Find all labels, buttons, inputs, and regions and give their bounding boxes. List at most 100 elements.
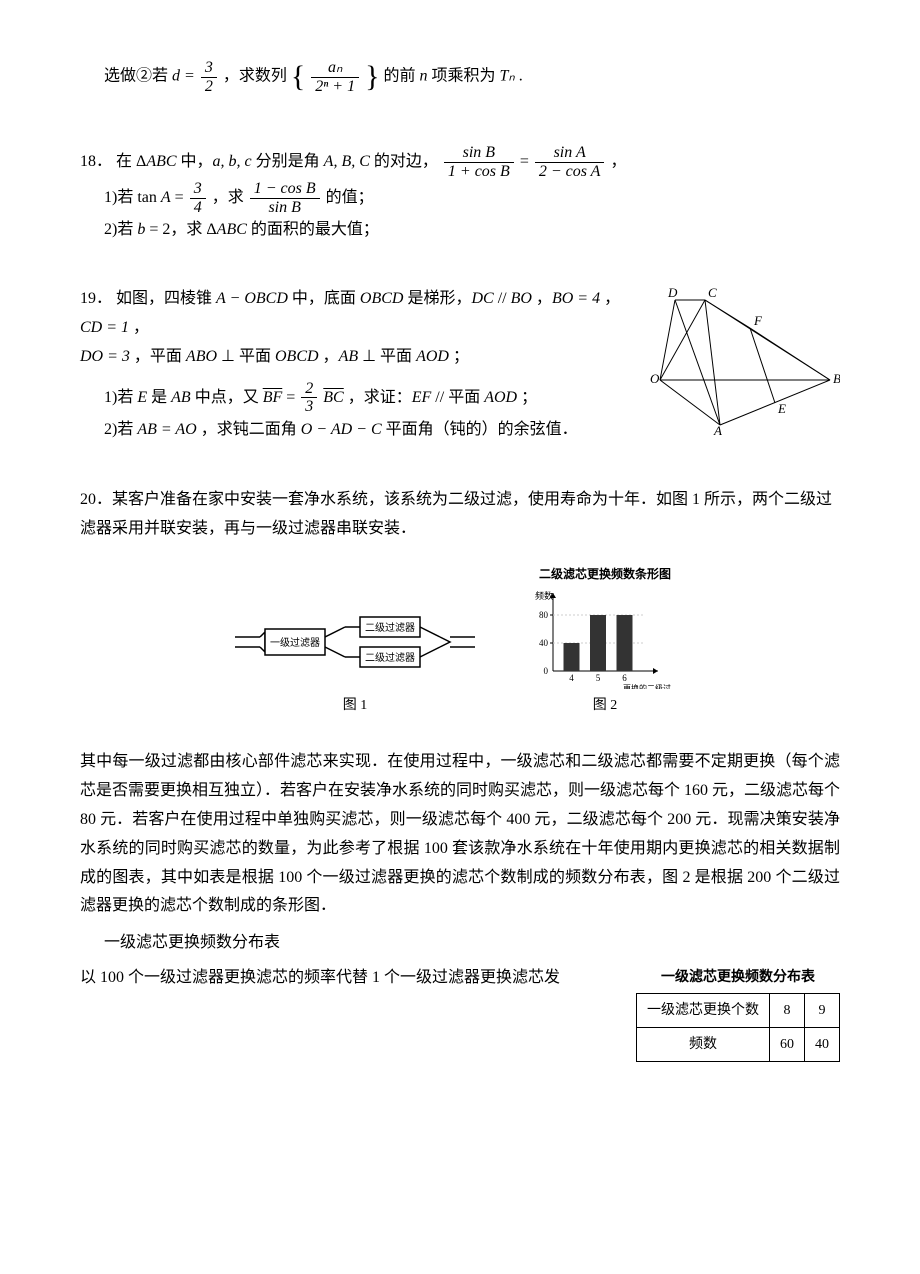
q19: 19． 如图，四棱锥 A − OBCD 中，底面 OBCD 是梯形，DC // … [80, 285, 840, 446]
freq-table-wrap: 一级滤芯更换频数分布表 一级滤芯更换个数 8 9 频数 60 40 [636, 964, 840, 1063]
pyramid-diagram-icon: D C F O B A E [650, 285, 840, 435]
AOD2: AOD [484, 388, 517, 405]
text: = 2，求 Δ [149, 221, 216, 238]
text: ，求证： [348, 388, 412, 405]
svg-text:6: 6 [622, 673, 627, 683]
td: 40 [805, 1028, 840, 1062]
text: ， [133, 319, 149, 336]
text: 在 Δ [116, 153, 146, 170]
text: ，求钝二面角 [201, 421, 301, 438]
ABC: ABC [217, 221, 247, 238]
svg-text:5: 5 [596, 673, 601, 683]
q18-2: 2)若 b = 2，求 ΔABC 的面积的最大值； [104, 216, 840, 245]
table-caption-line: 一级滤芯更换频数分布表 [104, 929, 840, 958]
svg-text:4: 4 [569, 673, 574, 683]
q18-1: 1)若 tan A = 3 4 ，求 1 − cos B sin B 的值； [104, 180, 840, 216]
text: ； [453, 348, 469, 365]
vec-BF: BF [263, 388, 283, 405]
frac2: sin A 2 − cos A [535, 144, 605, 180]
q19-stem1: 19． 如图，四棱锥 A − OBCD 中，底面 OBCD 是梯形，DC // … [80, 285, 640, 343]
text: ； [521, 388, 537, 405]
frac23: 2 3 [301, 380, 317, 416]
table-row: 一级滤芯更换个数 8 9 [637, 994, 840, 1028]
ABC: ABC [146, 153, 176, 170]
lbl-B: B [833, 371, 840, 386]
AB: AB [339, 348, 359, 365]
table-row: 频数 60 40 [637, 1028, 840, 1062]
abc: a, b, c [213, 153, 252, 170]
text: 中，底面 [292, 290, 360, 307]
eq: = [175, 189, 188, 206]
text: 平面角（钝的）的余弦值． [386, 421, 578, 438]
lbl-E: E [777, 401, 786, 416]
q19-stem2: DO = 3 ，平面 ABO ⊥ 平面 OBCD ，AB ⊥ 平面 AOD ； [80, 343, 640, 372]
q20-p2: 其中每一级过滤都由核心部件滤芯来实现．在使用过程中，一级滤芯和二级滤芯都需要不定… [80, 748, 840, 921]
A: A [161, 189, 171, 206]
th: 9 [805, 994, 840, 1028]
lbl-D: D [667, 285, 678, 300]
lbl-l1: 一级过滤器 [270, 636, 320, 649]
lbl-l2a: 二级过滤器 [365, 621, 415, 634]
bar-chart-icon: 40800456频数更换的二级过滤器滤芯个数 [525, 589, 685, 689]
td: 频数 [637, 1028, 770, 1062]
lbl-l2b: 二级过滤器 [365, 651, 415, 664]
DO: DO = 3 [80, 348, 130, 365]
q17b: 选做②若 d = 3 2 ，求数列 { aₙ 2ⁿ + 1 } 的前 n 项乘积… [104, 50, 840, 104]
DC: DC [471, 290, 493, 307]
text: 是 [151, 388, 171, 405]
text: 平面 [239, 348, 275, 365]
text: 是梯形， [407, 290, 471, 307]
ABC2: A, B, C [324, 153, 370, 170]
text: 如图，四棱锥 [116, 290, 216, 307]
eq: = [520, 153, 533, 170]
q18: 18． 在 ΔABC 中，a, b, c 分别是角 A, B, C 的对边， s… [80, 144, 840, 245]
lbl-O: O [650, 371, 660, 386]
OBCD: OBCD [360, 290, 404, 307]
text: ， [604, 290, 620, 307]
th: 8 [770, 994, 805, 1028]
text: 中点，又 [195, 388, 263, 405]
freq-table: 一级滤芯更换个数 8 9 频数 60 40 [636, 993, 840, 1062]
text: 某客户准备在家中安装一套净水系统，该系统为二级过滤，使用寿命为十年．如图 1 所… [80, 491, 832, 537]
text: 2)若 [104, 221, 137, 238]
q20: 20．某客户准备在家中安装一套净水系统，该系统为二级过滤，使用寿命为十年．如图 … [80, 486, 840, 1063]
q20-p1: 20．某客户准备在家中安装一套净水系统，该系统为二级过滤，使用寿命为十年．如图 … [80, 486, 840, 544]
text: 的值； [326, 189, 374, 206]
text: ，求数列 [223, 68, 287, 85]
qnum: 19． [80, 290, 112, 307]
OBCD2: OBCD [275, 348, 319, 365]
rbrace: } [365, 60, 379, 93]
BO: BO [511, 290, 532, 307]
text: 选做②若 [104, 68, 172, 85]
q20-figures: 一级过滤器 二级过滤器 二级过滤器 图 1 二级滤芯更换频数条形图 408004… [80, 564, 840, 719]
lbl-A: A [713, 423, 722, 435]
text: 平面 [380, 348, 416, 365]
frac-seq: aₙ 2ⁿ + 1 [311, 59, 359, 95]
text: 的前 [383, 68, 419, 85]
vec-BC: BC [323, 388, 343, 405]
q18-stem: 18． 在 ΔABC 中，a, b, c 分别是角 A, B, C 的对边， s… [80, 144, 840, 180]
var-T: Tₙ [500, 68, 515, 85]
frac-d: 3 2 [201, 59, 217, 95]
eq: = [286, 388, 299, 405]
BOeq: BO = 4 [552, 290, 600, 307]
OADC: O − AD − C [301, 421, 382, 438]
ABO: ABO [186, 348, 217, 365]
text: 项乘积为 [432, 68, 500, 85]
q19-2: 2)若 AB = AO ，求钝二面角 O − AD − C 平面角（钝的）的余弦… [104, 416, 640, 445]
text: ，平面 [134, 348, 186, 365]
text: ， [323, 348, 339, 365]
perp: ⊥ [362, 348, 380, 365]
svg-text:频数: 频数 [535, 590, 553, 601]
frac-tanA: 3 4 [190, 180, 206, 216]
EF: EF [412, 388, 432, 405]
q19-1: 1)若 E 是 AB 中点，又 BF = 2 3 BC ，求证：EF // 平面… [104, 380, 640, 416]
qnum: 20． [80, 491, 112, 508]
td: 60 [770, 1028, 805, 1062]
frac1: sin B 1 + cos B [444, 144, 514, 180]
svg-text:80: 80 [539, 610, 549, 620]
text: . [519, 68, 523, 85]
fig2-title: 二级滤芯更换频数条形图 [539, 564, 671, 586]
text: 1)若 tan [104, 189, 161, 206]
perp: ⊥ [221, 348, 239, 365]
